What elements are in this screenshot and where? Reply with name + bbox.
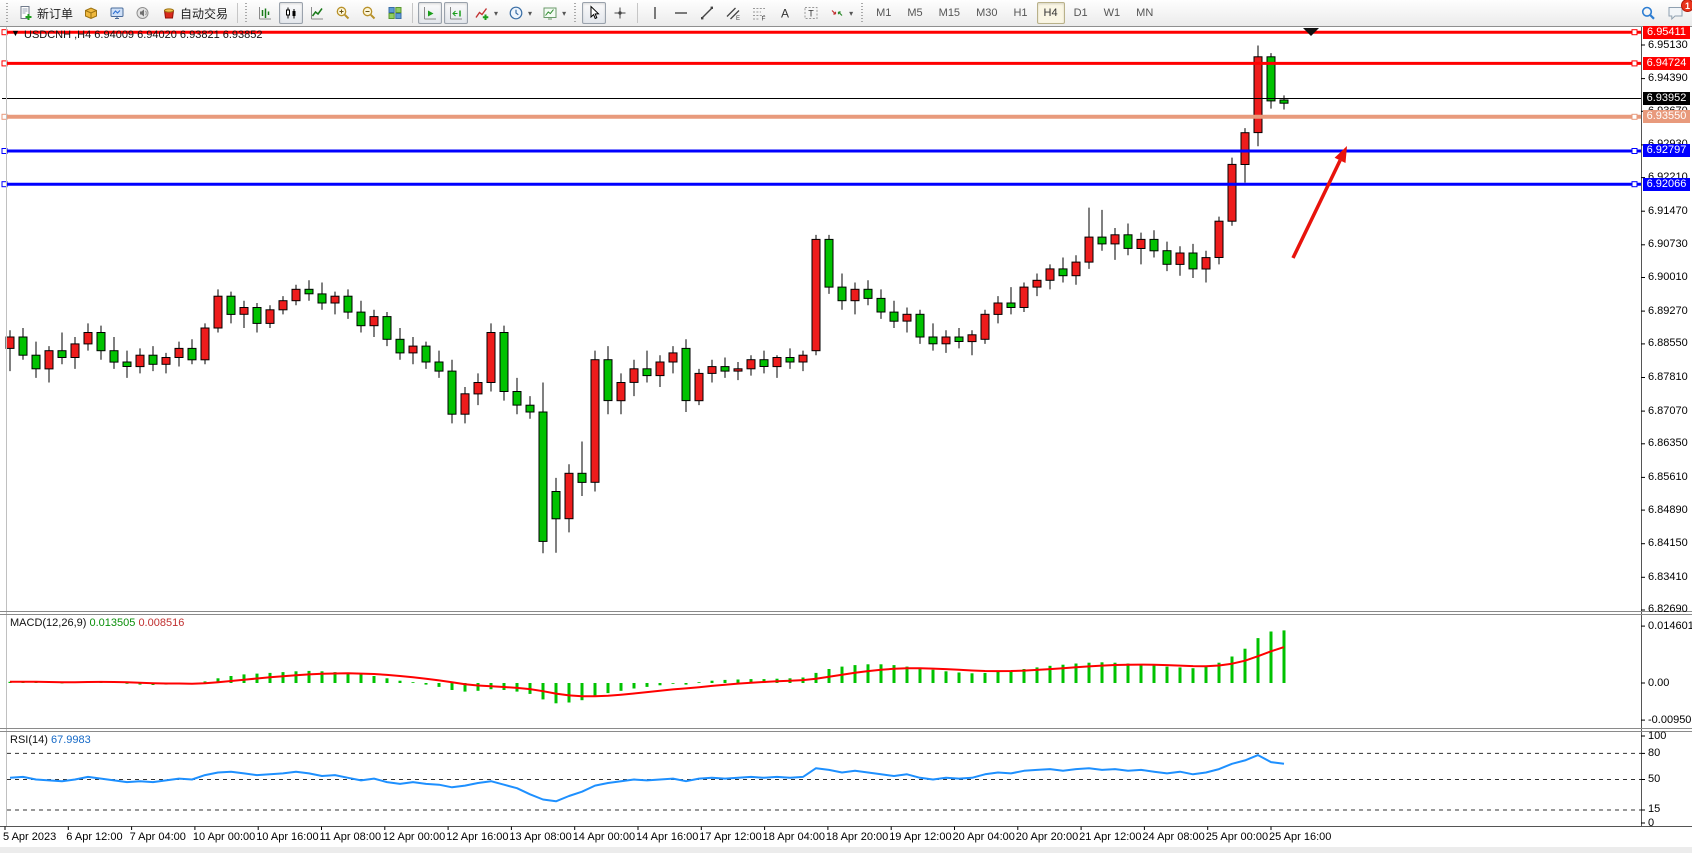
hline-6.94724[interactable]	[1, 60, 1641, 67]
fibonacci-icon: F	[753, 8, 766, 22]
timeframe-M5[interactable]: M5	[900, 2, 929, 24]
toolbar-grip	[245, 3, 248, 23]
svg-text:E: E	[736, 16, 740, 21]
zoom-out-button[interactable]	[357, 2, 381, 24]
crosshair-icon	[614, 7, 626, 19]
chart-shift-icon	[450, 7, 463, 20]
indicators-icon	[475, 8, 489, 20]
equidistant-channel-icon: E	[726, 7, 740, 21]
line-chart-icon	[311, 7, 324, 20]
dropdown-caret[interactable]: ▾	[849, 8, 854, 18]
line-chart-mode-button[interactable]	[305, 2, 329, 24]
candlesticks[interactable]	[5, 45, 1289, 554]
vertical-line-tool-button[interactable]	[643, 2, 667, 24]
toolbar-separator	[237, 3, 239, 23]
toolbar-grip	[861, 3, 864, 23]
gold-box-icon	[85, 7, 98, 20]
indicators-button[interactable]: ▾	[470, 2, 502, 24]
tile-windows-button[interactable]	[383, 2, 407, 24]
svg-text:T: T	[808, 9, 814, 19]
auto-scroll-icon	[424, 7, 437, 20]
timeframe-W1[interactable]: W1	[1097, 2, 1128, 24]
timeframe-M1[interactable]: M1	[869, 2, 898, 24]
text-label-tool-button[interactable]: T	[799, 2, 823, 24]
down-arrow-marker[interactable]	[1303, 28, 1319, 36]
timeframe-H1[interactable]: H1	[1006, 2, 1034, 24]
timeframe-M30[interactable]: M30	[969, 2, 1004, 24]
toolbar-separator	[637, 3, 639, 23]
bar-chart-mode-button[interactable]	[253, 2, 277, 24]
text-a-icon: A	[781, 7, 789, 21]
hline-6.93550[interactable]	[1, 113, 1641, 120]
timeframe-D1[interactable]: D1	[1067, 2, 1095, 24]
chart-shift-button[interactable]	[444, 2, 469, 24]
speaker-icon	[136, 7, 149, 19]
text-tool-button[interactable]: A	[773, 2, 797, 24]
arrows-tool-button[interactable]: ▾	[825, 2, 857, 24]
timeframe-MN[interactable]: MN	[1129, 2, 1160, 24]
autotrading-icon	[163, 8, 175, 19]
horizontal-line-icon	[675, 12, 688, 14]
toolbar: 新订单 自动交易 ▾ ▾	[0, 0, 1692, 27]
candlestick-mode-button[interactable]	[279, 2, 304, 24]
toolbar-separator	[412, 3, 414, 23]
zoom-in-button[interactable]	[331, 2, 355, 24]
toolbar-grip	[574, 3, 577, 23]
candlestick-icon	[286, 7, 296, 19]
chart-canvas[interactable]	[0, 27, 1692, 853]
dropdown-caret[interactable]: ▾	[528, 8, 533, 18]
zoom-in-icon	[336, 6, 350, 20]
chat-badge: 1	[1681, 0, 1692, 12]
autotrading-label: 自动交易	[180, 6, 229, 21]
symbols-button[interactable]	[79, 2, 103, 24]
channel-tool-button[interactable]: E	[721, 2, 745, 24]
navigator-button[interactable]	[105, 2, 129, 24]
autotrading-button[interactable]: 自动交易	[157, 2, 232, 24]
rsi-line	[9, 754, 1285, 803]
horizontal-line-tool-button[interactable]	[669, 2, 693, 24]
timeframe-M15[interactable]: M15	[932, 2, 967, 24]
fibonacci-tool-button[interactable]: F	[747, 2, 771, 24]
vertical-line-icon	[654, 7, 656, 19]
auto-scroll-button[interactable]	[418, 2, 443, 24]
periods-button[interactable]: ▾	[504, 2, 536, 24]
trendline-tool-button[interactable]	[695, 2, 719, 24]
timeframe-group: M1 M5 M15 M30 H1 H4 D1 W1 MN	[868, 2, 1161, 24]
templates-button[interactable]: ▾	[538, 2, 570, 24]
chart-window: ▼ USDCNH ,H4 6.94009 6.94020 6.93821 6.9…	[0, 25, 1692, 853]
svg-text:A: A	[781, 7, 789, 21]
arrow-objects-icon	[831, 10, 843, 16]
search-button[interactable]	[1636, 2, 1661, 24]
macd-signal-line	[10, 646, 1285, 698]
new-order-label: 新订单	[37, 6, 74, 21]
template-chart-icon	[543, 7, 557, 20]
toolbar-grip	[6, 3, 8, 23]
monitor-icon	[110, 7, 124, 19]
news-button[interactable]	[131, 2, 155, 24]
new-order-button[interactable]: 新订单	[14, 2, 77, 24]
dropdown-caret[interactable]: ▾	[562, 8, 567, 18]
timeframe-H4[interactable]: H4	[1036, 2, 1065, 24]
dropdown-caret[interactable]: ▾	[494, 8, 499, 18]
cursor-button[interactable]	[582, 2, 607, 24]
zoom-out-icon	[362, 6, 376, 20]
trendline-icon	[701, 6, 714, 20]
trend-arrow[interactable]	[1291, 146, 1347, 259]
search-icon	[1641, 6, 1655, 20]
clock-icon	[509, 6, 523, 20]
tile-windows-icon	[388, 7, 402, 19]
cursor-arrow-icon	[590, 5, 600, 20]
new-order-icon	[20, 6, 32, 20]
bar-chart-icon	[259, 7, 272, 20]
text-label-icon: T	[804, 7, 818, 19]
svg-text:F: F	[762, 16, 766, 22]
crosshair-button[interactable]	[608, 2, 632, 24]
